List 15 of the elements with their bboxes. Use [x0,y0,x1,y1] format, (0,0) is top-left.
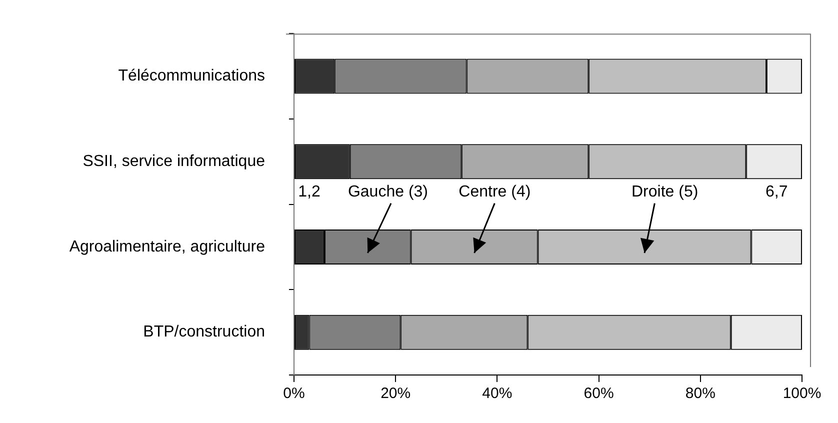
y-tick-label: Agroalimentaire, agriculture [69,238,266,256]
x-tick-label: 0% [283,385,305,402]
series-label: 6,7 [765,184,788,201]
series-label: Centre (4) [458,184,531,201]
y-tick-label: BTP/construction [143,324,265,341]
x-tick-label: 60% [584,385,614,402]
series-label: 1,2 [298,184,320,201]
x-tick-label: 80% [685,385,716,402]
y-tick-label: Télécommunications [118,68,265,85]
series-label: Droite (5) [631,184,698,201]
series-label: Gauche (3) [348,184,428,201]
x-tick-label: 100% [782,385,822,402]
y-tick-label: SSII, service informatique [82,153,266,170]
x-tick-label: 40% [482,385,512,402]
x-tick-label: 20% [380,385,411,402]
